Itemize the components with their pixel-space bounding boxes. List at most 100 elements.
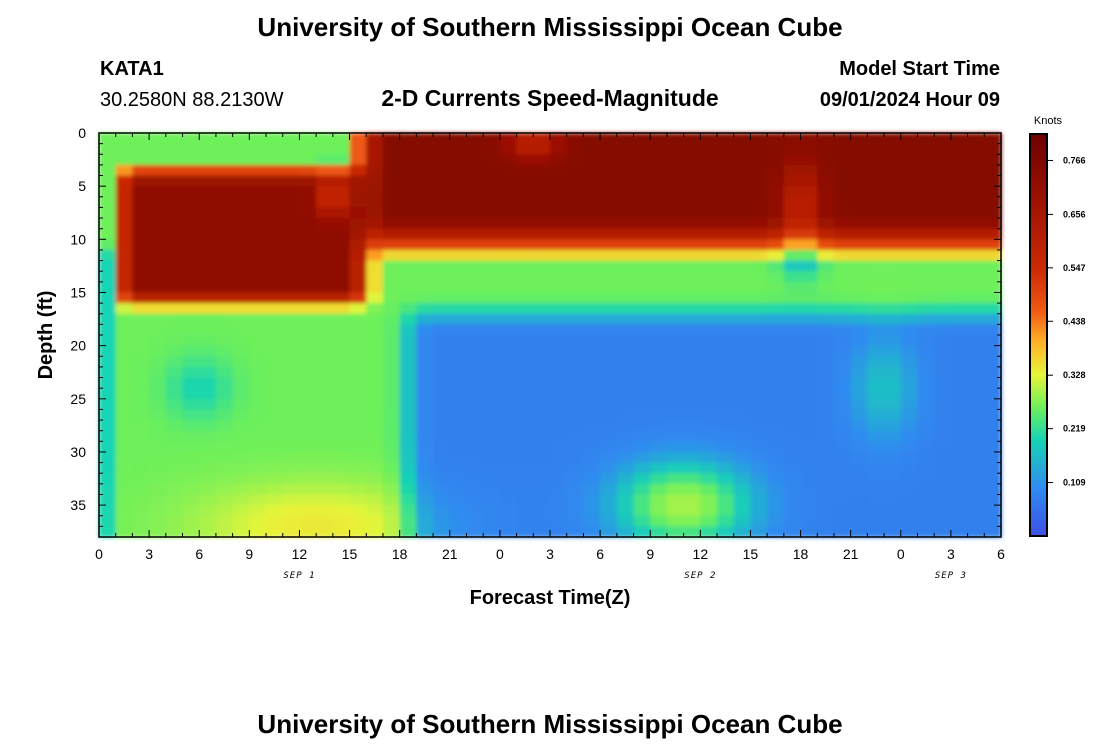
heatmap-cell: [266, 398, 284, 411]
heatmap-cell: [850, 420, 868, 432]
heatmap-cell: [182, 515, 200, 527]
heatmap-cell: [633, 292, 651, 304]
heatmap-cell: [466, 409, 484, 421]
heatmap-cell: [666, 281, 685, 294]
heatmap-cell: [733, 260, 752, 272]
heatmap-cell: [366, 366, 384, 379]
heatmap-cell: [833, 324, 852, 336]
heatmap-cell: [717, 335, 735, 347]
heatmap-cell: [99, 303, 117, 315]
heatmap-cell: [483, 430, 501, 442]
heatmap-cell: [984, 239, 1002, 251]
heatmap-cell: [433, 377, 451, 389]
heatmap-cell: [683, 281, 701, 294]
heatmap-cell: [433, 133, 451, 145]
heatmap-cell: [483, 505, 501, 517]
heatmap-cell: [416, 473, 434, 485]
heatmap-cell: [833, 335, 852, 347]
heatmap-cell: [833, 494, 852, 506]
heatmap-cell: [349, 218, 367, 230]
heatmap-cell: [533, 441, 551, 453]
heatmap-cell: [282, 164, 301, 177]
heatmap-cell: [382, 186, 401, 198]
heatmap-cell: [466, 260, 484, 272]
heatmap-cell: [433, 526, 451, 538]
heatmap-cell: [984, 526, 1002, 538]
heatmap-cell: [115, 345, 133, 357]
heatmap-cell: [299, 430, 317, 442]
heatmap-cell: [516, 451, 534, 464]
heatmap-cell: [282, 505, 301, 517]
heatmap-cell: [616, 345, 635, 357]
heatmap-cell: [666, 366, 685, 379]
heatmap-cell: [433, 366, 451, 379]
heatmap-cell: [800, 441, 818, 453]
heatmap-cell: [767, 271, 785, 283]
heatmap-cell: [316, 218, 334, 230]
heatmap-cell: [917, 292, 935, 304]
heatmap-cell: [683, 164, 701, 177]
heatmap-cell: [900, 441, 919, 453]
heatmap-cell: [683, 313, 701, 325]
heatmap-cell: [733, 292, 752, 304]
heatmap-cell: [550, 207, 568, 219]
heatmap-cell: [165, 186, 184, 198]
heatmap-cell: [199, 430, 217, 442]
heatmap-cell: [249, 473, 267, 485]
heatmap-cell: [249, 526, 267, 538]
heatmap-cell: [616, 164, 635, 177]
heatmap-cell: [282, 281, 301, 294]
heatmap-cell: [817, 164, 835, 177]
heatmap-cell: [382, 494, 401, 506]
heatmap-cell: [466, 228, 484, 240]
heatmap-cell: [917, 366, 935, 379]
heatmap-cell: [466, 345, 484, 357]
heatmap-cell: [416, 228, 434, 240]
heatmap-cell: [182, 462, 200, 474]
heatmap-cell: [433, 196, 451, 209]
heatmap-cell: [950, 377, 969, 389]
heatmap-cell: [800, 335, 818, 347]
heatmap-cell: [332, 345, 351, 357]
heatmap-cell: [232, 143, 250, 155]
heatmap-cell: [850, 345, 868, 357]
heatmap-cell: [115, 164, 133, 177]
heatmap-cell: [232, 515, 250, 527]
heatmap-cell: [700, 164, 718, 177]
heatmap-cell: [416, 154, 434, 166]
heatmap-cell: [934, 451, 952, 464]
heatmap-cell: [533, 186, 551, 198]
heatmap-cell: [800, 239, 818, 251]
heatmap-cell: [449, 228, 468, 240]
heatmap-cell: [182, 473, 200, 485]
heatmap-cell: [332, 451, 351, 464]
heatmap-cell: [332, 303, 351, 315]
colorbar-unit: Knots: [1034, 115, 1063, 127]
heatmap-cell: [316, 409, 334, 421]
heatmap-cell: [650, 218, 668, 230]
heatmap-cell: [316, 345, 334, 357]
heatmap-cell: [650, 473, 668, 485]
heatmap-cell: [934, 356, 952, 368]
heatmap-cell: [733, 186, 752, 198]
heatmap-cell: [115, 409, 133, 421]
heatmap-cell: [700, 377, 718, 389]
heatmap-cell: [449, 441, 468, 453]
heatmap-cell: [683, 366, 701, 379]
heatmap-cell: [717, 260, 735, 272]
heatmap-cell: [249, 292, 267, 304]
heatmap-cell: [132, 281, 150, 294]
heatmap-cell: [165, 133, 184, 145]
heatmap-cell: [900, 388, 919, 400]
colorbar-tick-label: 0.656: [1063, 209, 1086, 219]
heatmap-cell: [215, 505, 234, 517]
heatmap-cell: [416, 164, 434, 177]
heatmap-cell: [483, 228, 501, 240]
heatmap-cell: [683, 303, 701, 315]
heatmap-cell: [232, 324, 250, 336]
heatmap-cell: [149, 281, 167, 294]
heatmap-cell: [332, 441, 351, 453]
heatmap-cell: [282, 292, 301, 304]
heatmap-cell: [550, 228, 568, 240]
